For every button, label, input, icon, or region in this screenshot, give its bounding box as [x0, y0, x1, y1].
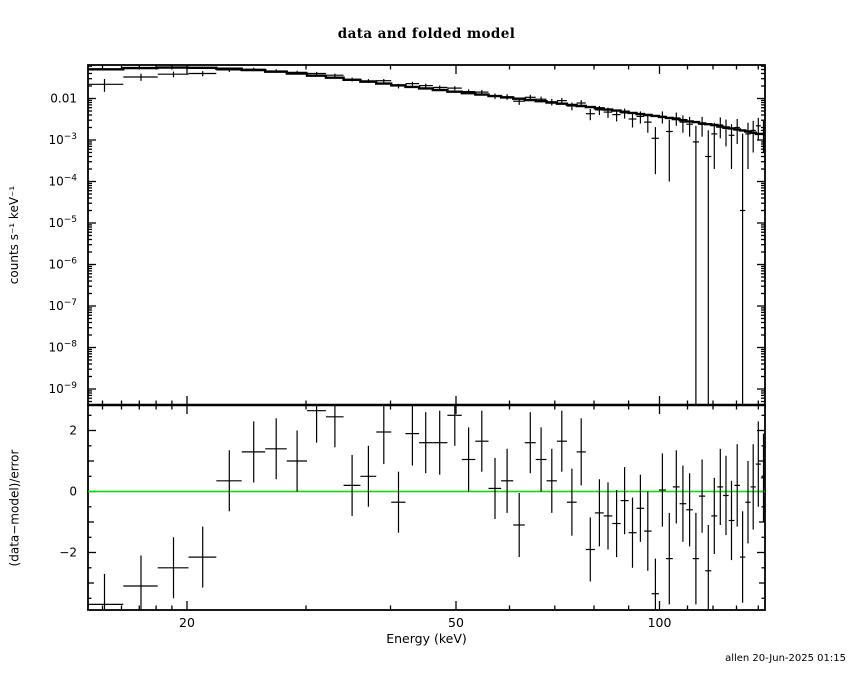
x-axis-label: Energy (keV) — [386, 631, 467, 646]
y-axis-label-counts: counts s⁻¹ keV⁻¹ — [7, 185, 22, 285]
x-tick-labels: 20 50 100 — [179, 615, 671, 630]
svg-text:2: 2 — [69, 424, 77, 438]
plot-frames — [87, 64, 766, 611]
y-axis-label-residuals-wrap: (data−model)/error — [0, 405, 28, 610]
signature-timestamp: allen 20-Jun-2025 01:15 — [725, 653, 846, 664]
svg-text:50: 50 — [448, 615, 464, 630]
svg-text:100: 100 — [648, 615, 672, 630]
svg-text:0.01: 0.01 — [50, 92, 77, 106]
residual-data-points — [88, 405, 765, 610]
spectrum-y-tick-labels: 0.01 10−3 10−4 10−5 10−6 10−7 10−8 10−9 — [48, 92, 77, 397]
svg-text:10−8: 10−8 — [48, 340, 77, 355]
svg-text:10−7: 10−7 — [48, 298, 77, 313]
svg-text:20: 20 — [179, 615, 195, 630]
svg-text:10−3: 10−3 — [48, 132, 77, 147]
svg-text:10−4: 10−4 — [48, 174, 77, 189]
svg-text:10−9: 10−9 — [48, 381, 77, 396]
model-curve — [88, 66, 765, 136]
svg-text:−2: −2 — [59, 546, 77, 560]
page-title: data and folded model — [337, 26, 516, 42]
residual-y-tick-labels: −2 0 2 — [59, 424, 77, 560]
y-axis-label-residuals: (data−model)/error — [7, 449, 21, 566]
spectrum-data-points — [88, 67, 765, 405]
svg-text:10−6: 10−6 — [48, 257, 77, 272]
svg-text:10−5: 10−5 — [48, 215, 77, 230]
x-axis-ticks — [101, 65, 759, 610]
svg-text:0: 0 — [69, 485, 77, 499]
spectrum-y-ticks — [88, 65, 765, 403]
residual-y-ticks — [88, 414, 765, 599]
y-axis-label-counts-wrap: counts s⁻¹ keV⁻¹ — [0, 65, 28, 405]
